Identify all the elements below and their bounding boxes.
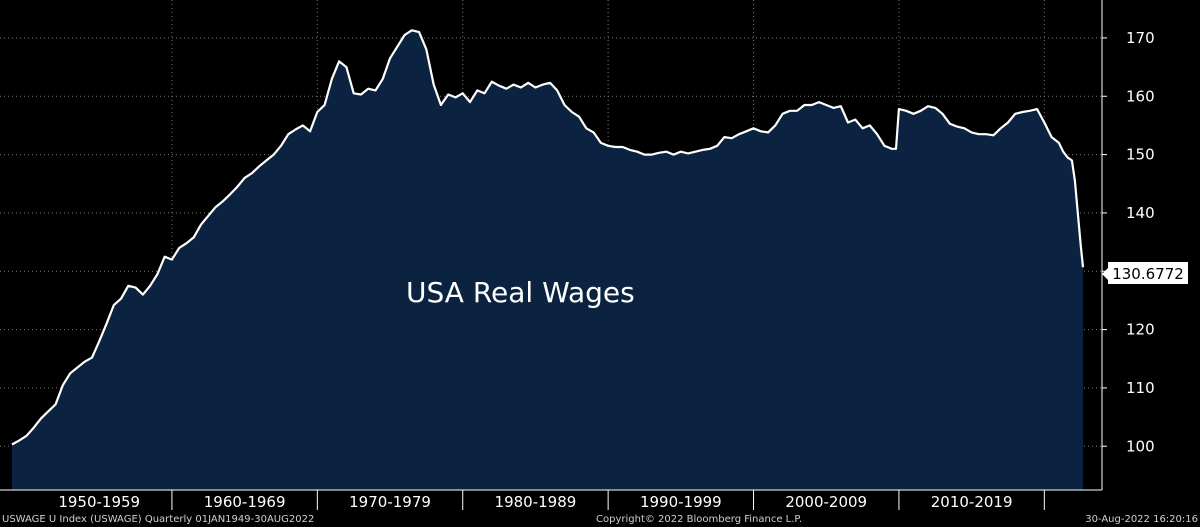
y-tick-label: 170 [1126, 29, 1155, 47]
y-tick-label: 150 [1126, 146, 1155, 164]
y-tick-label: 100 [1126, 437, 1155, 455]
series-line [11, 29, 1085, 446]
last-value-pointer [1102, 268, 1108, 280]
x-tick-label: 1990-1999 [640, 493, 722, 511]
y-tick-label: 110 [1126, 379, 1155, 397]
y-axis-ticks: 100110120130140150160170 [1102, 29, 1155, 455]
y-tick-label: 120 [1126, 321, 1155, 339]
footer-copyright: Copyright© 2022 Bloomberg Finance L.P. [596, 514, 803, 525]
x-tick-label: 1960-1969 [204, 493, 286, 511]
last-value-box: 130.6772 [1102, 262, 1188, 284]
x-tick-label: 1950-1959 [58, 493, 140, 511]
y-tick-label: 140 [1126, 204, 1155, 222]
last-value-label: 130.6772 [1112, 265, 1184, 283]
x-tick-label: 1980-1989 [495, 493, 577, 511]
x-tick-label: 1970-1979 [349, 493, 431, 511]
last-value-background [1108, 262, 1188, 284]
x-tick-label: 2000-2009 [785, 493, 867, 511]
y-tick-label: 160 [1126, 87, 1155, 105]
series-area-fill [12, 30, 1083, 491]
x-tick-label: 2010-2019 [931, 493, 1013, 511]
footer-timestamp: 30-Aug-2022 16:20:16 [1085, 514, 1198, 525]
chart-annotation: USA Real Wages [406, 276, 635, 309]
x-axis-ticks: 1950-1959 1960-1969 1970-1979 1980-1989 1990… [58, 490, 1045, 511]
footer-ticker-info: USWAGE U Index (USWAGE) Quarterly 01JAN1… [2, 514, 315, 525]
